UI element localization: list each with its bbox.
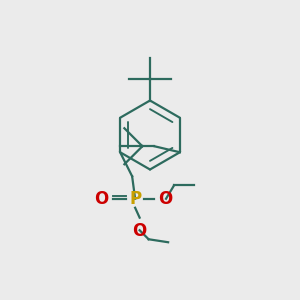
Text: O: O	[94, 190, 109, 208]
Text: O: O	[133, 222, 147, 240]
Text: P: P	[129, 190, 141, 208]
Text: O: O	[158, 190, 173, 208]
